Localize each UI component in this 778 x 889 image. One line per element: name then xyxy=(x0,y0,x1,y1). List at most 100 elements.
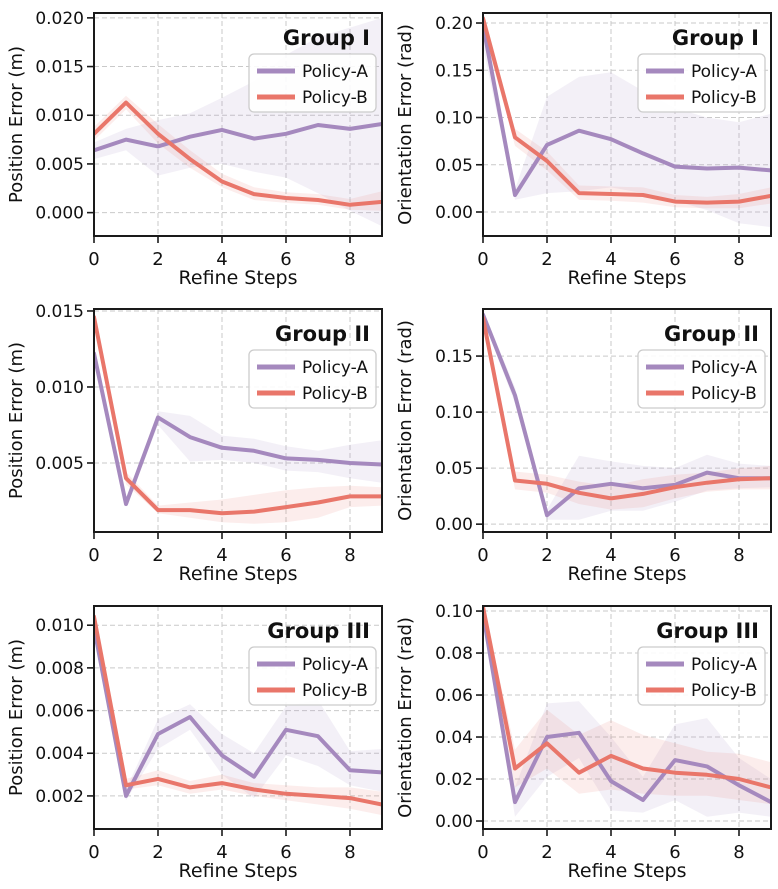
group2-orientation-ticks xyxy=(476,355,740,540)
group2-position-xlabel: Refine Steps xyxy=(179,563,298,585)
group2-position-ytick-label: 0.005 xyxy=(35,454,84,474)
group2-orientation-ytick-label: 0.15 xyxy=(435,347,473,367)
group2-position-policy-b-band xyxy=(94,311,382,525)
chart-group3-orientation-error: 0.00 0.02 0.04 0.06 0.08 0.10 0 2 4 6 8 Orientation… xyxy=(389,592,778,889)
chart-canvas-group1-position: 0.000 0.005 0.010 0.015 0.020 0 2 4 6 8 Position E… xyxy=(0,0,389,296)
chart-canvas-group3-orientation: 0.00 0.02 0.04 0.06 0.08 0.10 0 2 4 6 8 Orientation… xyxy=(389,592,778,889)
group2-orientation-background xyxy=(389,296,778,593)
group2-position-policy-a-band xyxy=(94,347,382,508)
chart-canvas-group2-position: 0.005 0.010 0.015 0 2 4 6 8 Position Error (m) Re… xyxy=(0,296,389,593)
group3-position-xtick-label: 0 xyxy=(88,842,99,863)
group3-position-ytick-label: 0.010 xyxy=(35,616,84,636)
group1-orientation-title: Group I xyxy=(672,26,759,50)
chart-canvas-group1-orientation: 0.00 0.05 0.10 0.15 0.20 0 2 4 6 8 Orientation Err… xyxy=(389,0,778,296)
group3-position-ytick-label: 0.004 xyxy=(35,744,84,764)
group1-orientation-policy-a-band xyxy=(483,13,771,228)
chart-group3-position-error: 0.002 0.004 0.006 0.008 0.010 0 2 4 6 8 Position E… xyxy=(0,592,389,889)
group1-orientation-policy-a-line xyxy=(483,22,771,197)
group1-orientation-spines xyxy=(482,12,772,237)
group3-orientation-xtick-label: 4 xyxy=(605,842,616,863)
group1-orientation-xtick-label: 4 xyxy=(605,249,616,270)
group2-position-ytick-label: 0.015 xyxy=(35,302,84,322)
group2-position-title: Group II xyxy=(275,322,370,346)
group2-position-ylabel: Position Error (m) xyxy=(6,342,27,499)
group1-position-xtick-label: 8 xyxy=(344,249,355,270)
group1-position-xtick-label: 6 xyxy=(280,249,291,270)
group1-position-ytick-label: 0.000 xyxy=(35,204,84,224)
group1-orientation-xtick-label: 6 xyxy=(669,249,680,270)
group3-orientation-policy-b-band xyxy=(483,605,771,804)
group3-orientation-xtick-label: 8 xyxy=(733,842,744,863)
group2-orientation-xtick-label: 4 xyxy=(605,545,616,566)
group2-position-legend-label: Policy-B xyxy=(302,384,368,404)
group3-orientation-spines xyxy=(482,604,772,830)
group1-orientation-ytick-label: 0.10 xyxy=(435,109,473,129)
group1-orientation-xtick-label: 0 xyxy=(477,249,488,270)
group3-position-ticks xyxy=(87,624,351,836)
group2-position-policy-a-line xyxy=(94,351,382,507)
group1-orientation-ticks xyxy=(476,22,740,243)
group2-orientation-title: Group II xyxy=(664,322,759,346)
group1-orientation-xtick-label: 8 xyxy=(733,249,744,270)
group3-orientation-ytick-label: 0.02 xyxy=(435,770,473,790)
group3-orientation-title: Group III xyxy=(656,619,759,643)
group3-orientation-ytick-label: 0.06 xyxy=(435,686,473,706)
group1-position-ytick-label: 0.010 xyxy=(35,106,84,126)
group3-orientation-legend-label: Policy-A xyxy=(691,655,757,675)
group2-position-ytick-label: 0.010 xyxy=(35,378,84,398)
group2-orientation-ytick-label: 0.00 xyxy=(435,515,473,535)
group3-position-xtick-label: 2 xyxy=(152,842,163,863)
chart-group1-position-error: 0.000 0.005 0.010 0.015 0.020 0 2 4 6 8 Position E… xyxy=(0,0,389,296)
group3-position-legend-label: Policy-A xyxy=(302,655,368,675)
group3-orientation-xlabel: Refine Steps xyxy=(568,860,687,882)
group3-position-policy-b-line xyxy=(94,614,382,807)
group2-orientation-policy-a-band xyxy=(483,310,771,521)
chart-group2-position-error: 0.005 0.010 0.015 0 2 4 6 8 Position Error (m) Re… xyxy=(0,296,389,593)
group1-position-ytick-label: 0.020 xyxy=(35,9,84,29)
group2-orientation-spines xyxy=(482,308,772,534)
group3-orientation-ticks xyxy=(476,609,740,836)
group2-orientation-legend-label: Policy-A xyxy=(691,358,757,378)
group1-orientation-legend: Policy-A Policy-B xyxy=(637,53,766,113)
group2-orientation-policy-b-line xyxy=(483,316,771,501)
group1-orientation-ytick-label: 0.05 xyxy=(435,156,473,176)
group1-position-ylabel: Position Error (m) xyxy=(6,46,27,203)
group3-position-policy-b-band xyxy=(94,612,382,815)
group3-orientation-xtick-label: 0 xyxy=(477,842,488,863)
group3-orientation-ytick-label: 0.08 xyxy=(435,644,473,664)
group1-orientation-background xyxy=(389,0,778,296)
group3-orientation-legend-label: Policy-B xyxy=(691,681,757,701)
group3-position-legend: Policy-A Policy-B xyxy=(248,646,377,706)
group3-position-ytick-label: 0.002 xyxy=(35,787,84,807)
group3-position-policy-a-band xyxy=(94,622,382,800)
group3-position-policy-a-line xyxy=(94,624,382,798)
group3-orientation-legend: Policy-A Policy-B xyxy=(637,646,766,706)
group2-position-ticks xyxy=(87,310,351,540)
group3-orientation-ytick-label: 0.00 xyxy=(435,812,473,832)
group1-position-legend-label: Policy-B xyxy=(302,88,368,108)
group2-orientation-policy-a-line xyxy=(483,312,771,518)
group2-position-policy-b-line xyxy=(94,315,382,516)
group3-orientation-ytick-label: 0.10 xyxy=(435,602,473,622)
group2-orientation-xlabel: Refine Steps xyxy=(568,563,687,585)
group1-orientation-ytick-label: 0.00 xyxy=(435,203,473,223)
group3-orientation-xtick-label: 6 xyxy=(669,842,680,863)
group3-position-ytick-label: 0.006 xyxy=(35,701,84,721)
group1-orientation-xtick-label: 2 xyxy=(541,249,552,270)
group1-position-ticks xyxy=(87,17,351,243)
group1-position-background xyxy=(0,0,389,296)
group1-position-policy-a-line xyxy=(94,122,382,153)
group1-position-xtick-label: 0 xyxy=(88,249,99,270)
group1-position-policy-b-line xyxy=(94,100,382,207)
group3-position-spines xyxy=(93,604,383,830)
group1-orientation-policy-b-line xyxy=(483,16,771,205)
group3-orientation-policy-b-line xyxy=(483,605,771,790)
group1-position-ytick-label: 0.015 xyxy=(35,58,84,78)
group3-position-xtick-label: 6 xyxy=(280,842,291,863)
group3-orientation-xtick-label: 2 xyxy=(541,842,552,863)
group2-orientation-ytick-label: 0.05 xyxy=(435,459,473,479)
group2-orientation-ylabel: Orientation Error (rad) xyxy=(395,320,416,521)
group2-position-xtick-label: 2 xyxy=(152,545,163,566)
group2-position-xtick-label: 4 xyxy=(216,545,227,566)
